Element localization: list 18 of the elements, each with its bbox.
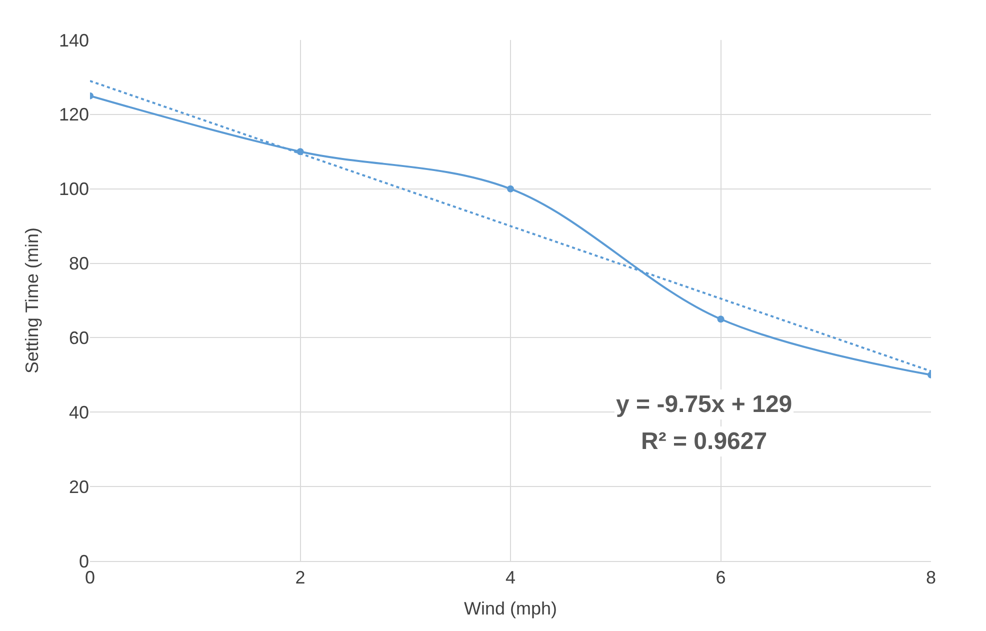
x-tick-label: 6 — [716, 568, 726, 588]
annotation: R² = 0.9627 — [641, 428, 768, 455]
y-tick-label: 120 — [58, 104, 89, 125]
y-tick-label: 60 — [68, 328, 89, 348]
annotation: y = -9.75x + 129 — [616, 391, 792, 418]
x-tick-label: 2 — [295, 568, 306, 588]
x-tick-label: 4 — [505, 568, 516, 588]
y-tick-label: 40 — [68, 402, 89, 422]
x-axis-title: Wind (mph) — [464, 598, 558, 619]
point — [717, 316, 724, 323]
point — [507, 185, 514, 192]
y-tick-label: 100 — [58, 179, 89, 200]
y-axis-title: Setting Time (min) — [22, 227, 42, 374]
y-tick-label: 0 — [78, 551, 89, 572]
y-tick-label: 80 — [68, 254, 89, 274]
y-tick-label: 140 — [58, 30, 89, 50]
x-tick-label: 8 — [926, 568, 936, 588]
y-tick-label: 20 — [68, 476, 89, 497]
